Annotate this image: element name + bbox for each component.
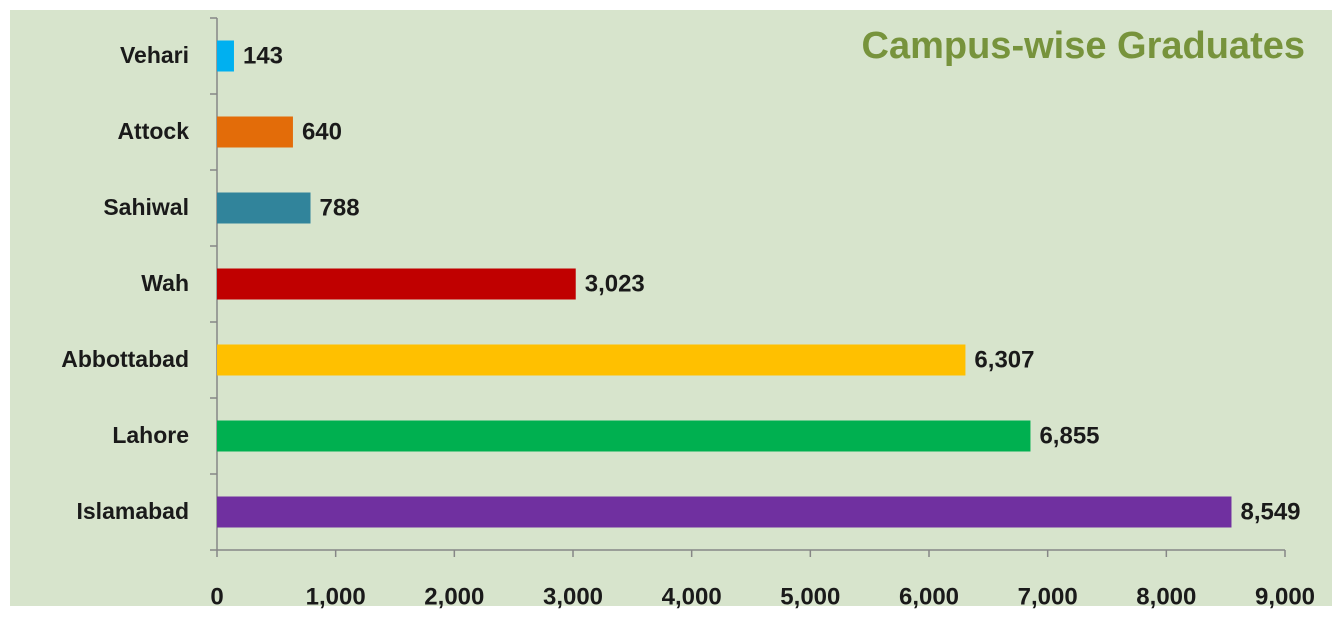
value-label: 6,307 (974, 346, 1034, 373)
x-tick-label: 8,000 (1136, 583, 1196, 610)
value-label: 8,549 (1240, 498, 1300, 525)
x-tick-label: 9,000 (1255, 583, 1315, 610)
y-tick-label: Lahore (112, 422, 189, 448)
value-label: 788 (320, 194, 360, 221)
x-tick-label: 5,000 (780, 583, 840, 610)
y-tick-label: Vehari (120, 42, 189, 68)
x-tick-label: 2,000 (424, 583, 484, 610)
y-tick-label: Wah (141, 270, 189, 296)
y-tick-label: Islamabad (77, 498, 190, 524)
value-label: 6,855 (1039, 422, 1099, 449)
bar (217, 268, 576, 300)
bar (217, 192, 311, 224)
bar (217, 40, 234, 72)
value-label: 3,023 (585, 270, 645, 297)
y-tick-label: Sahiwal (103, 194, 189, 220)
value-label: 143 (243, 42, 283, 69)
bar (217, 344, 966, 376)
x-tick-label: 7,000 (1018, 583, 1078, 610)
y-tick-label: Attock (117, 118, 189, 144)
y-tick-label: Abbottabad (61, 346, 189, 372)
value-label: 640 (302, 118, 342, 145)
x-tick-label: 4,000 (662, 583, 722, 610)
x-tick-label: 6,000 (899, 583, 959, 610)
chart-title: Campus-wise Graduates (862, 25, 1305, 67)
bar (217, 496, 1232, 528)
x-tick-label: 0 (210, 583, 223, 610)
x-tick-label: 3,000 (543, 583, 603, 610)
x-tick-label: 1,000 (306, 583, 366, 610)
bar (217, 420, 1031, 452)
bar (217, 116, 293, 148)
